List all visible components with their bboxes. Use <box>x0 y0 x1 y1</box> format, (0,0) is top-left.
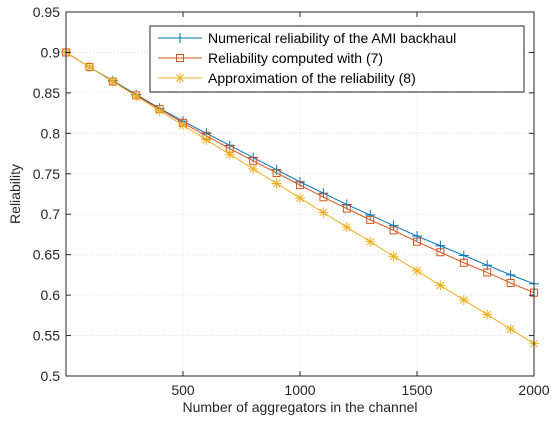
legend-entry: Numerical reliability of the AMI backhau… <box>158 30 456 46</box>
data-point <box>413 237 421 246</box>
data-point <box>318 207 329 218</box>
y-tick-label: 0.75 <box>33 166 60 182</box>
data-point <box>341 199 352 210</box>
y-tick-label: 0.55 <box>33 328 60 344</box>
legend-label: Numerical reliability of the AMI backhau… <box>208 30 456 46</box>
x-tick-label: 2000 <box>518 382 549 398</box>
data-point <box>295 193 305 204</box>
data-point <box>412 231 422 242</box>
series-3 <box>61 47 539 349</box>
data-point <box>505 269 516 280</box>
data-point <box>178 120 188 131</box>
y-tick-label: 0.95 <box>33 4 60 20</box>
legend-marker <box>175 33 185 43</box>
data-point <box>341 222 352 233</box>
data-point <box>154 105 165 116</box>
data-point <box>201 134 212 145</box>
data-point <box>271 178 282 189</box>
legend-label: Reliability computed with (7) <box>208 50 383 66</box>
tick-layer: 0.5 0.55 0.6 0.65 0.7 0.75 0.8 0.85 0.9 0.95 500 10… <box>33 4 550 398</box>
x-tick-label: 1000 <box>284 382 315 398</box>
data-point <box>412 265 422 276</box>
legend-entry: Reliability computed with (7) <box>158 50 383 66</box>
data-point <box>365 236 376 247</box>
data-point <box>435 280 446 291</box>
y-tick-label: 0.85 <box>33 85 60 101</box>
data-point <box>482 309 493 320</box>
data-point <box>224 149 235 160</box>
x-axis-label: Number of aggregators in the channel <box>182 399 417 415</box>
data-point <box>342 204 351 213</box>
series-2 <box>62 48 538 297</box>
data-point <box>365 210 376 221</box>
data-point <box>248 163 259 174</box>
x-tick-label: 500 <box>171 382 195 398</box>
data-point <box>388 251 399 262</box>
data-point <box>319 193 328 202</box>
data-point <box>296 181 304 190</box>
data-point <box>436 248 445 257</box>
data-point <box>131 91 142 102</box>
y-tick-label: 0.7 <box>41 206 61 222</box>
data-point <box>318 188 329 199</box>
y-tick-label: 0.6 <box>41 287 61 303</box>
legend-marker <box>176 54 184 62</box>
y-tick-label: 0.65 <box>33 247 60 263</box>
data-point <box>366 215 375 224</box>
legend-entry: Approximation of the reliability (8) <box>158 70 416 86</box>
data-point <box>389 226 398 235</box>
data-point <box>506 278 515 287</box>
data-point <box>505 324 516 335</box>
y-tick-label: 0.9 <box>41 44 61 60</box>
data-point <box>84 62 95 73</box>
y-axis-label: Reliability <box>7 164 23 224</box>
data-point <box>458 294 469 305</box>
x-tick-label: 1500 <box>401 382 432 398</box>
y-tick-label: 0.8 <box>41 125 61 141</box>
y-tick-label: 0.5 <box>41 368 61 384</box>
data-point <box>107 76 118 87</box>
series-line <box>65 52 535 294</box>
legend-box <box>149 25 525 93</box>
legend-label: Approximation of the reliability (8) <box>208 70 416 86</box>
grid-layer <box>66 12 534 376</box>
legend: Numerical reliability of the AMI backhau… <box>149 25 525 93</box>
legend-marker <box>175 73 185 83</box>
data-point <box>459 258 468 267</box>
data-point <box>388 220 399 231</box>
data-point <box>272 168 281 177</box>
data-point <box>483 268 492 277</box>
